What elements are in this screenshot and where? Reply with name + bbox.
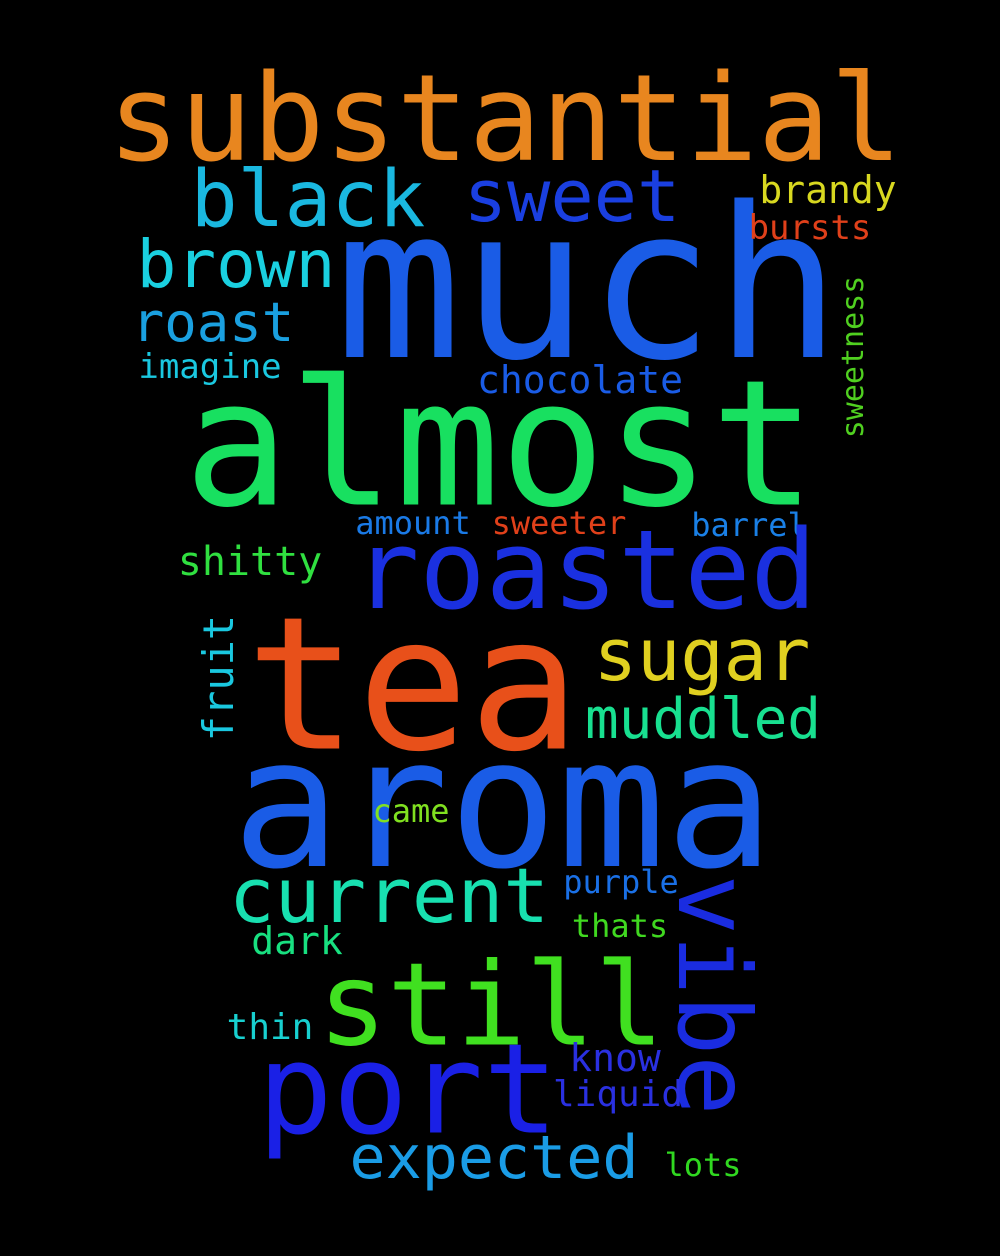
word-muddled: muddled <box>584 687 822 752</box>
word-roasted: roasted <box>353 506 817 634</box>
word-tea: tea <box>245 576 581 793</box>
word-current: current <box>228 851 550 940</box>
word-chocolate: chocolate <box>477 358 683 402</box>
word-know: know <box>569 1036 661 1080</box>
word-black: black <box>190 155 426 245</box>
word-sweeter: sweeter <box>491 504 627 542</box>
word-sugar: sugar <box>593 613 811 697</box>
word-sweet: sweet <box>463 154 681 238</box>
word-substantial: substantial <box>107 50 903 189</box>
word-still: still <box>317 938 665 1073</box>
word-amount: amount <box>355 504 471 542</box>
word-liquid: liquid <box>552 1074 684 1115</box>
word-much: much <box>335 162 841 407</box>
word-purple: purple <box>563 863 679 901</box>
word-came: came <box>372 792 450 830</box>
word-expected: expected <box>349 1123 639 1193</box>
word-thats: thats <box>571 907 669 945</box>
word-port: port <box>257 1017 559 1163</box>
word-roast: roast <box>131 291 295 354</box>
word-thin: thin <box>226 1007 314 1048</box>
word-bursts: bursts <box>748 208 872 248</box>
word-aroma: aroma <box>232 700 774 909</box>
word-lots: lots <box>664 1146 742 1184</box>
word-brandy: brandy <box>759 168 897 212</box>
word-dark: dark <box>251 919 343 963</box>
word-shitty: shitty <box>177 539 323 585</box>
word-imagine: imagine <box>138 347 282 387</box>
word-barrel: barrel <box>691 506 807 544</box>
word-sweetness: sweetness <box>836 275 871 439</box>
word-brown: brown <box>136 226 336 303</box>
word-almost: almost <box>183 343 817 547</box>
